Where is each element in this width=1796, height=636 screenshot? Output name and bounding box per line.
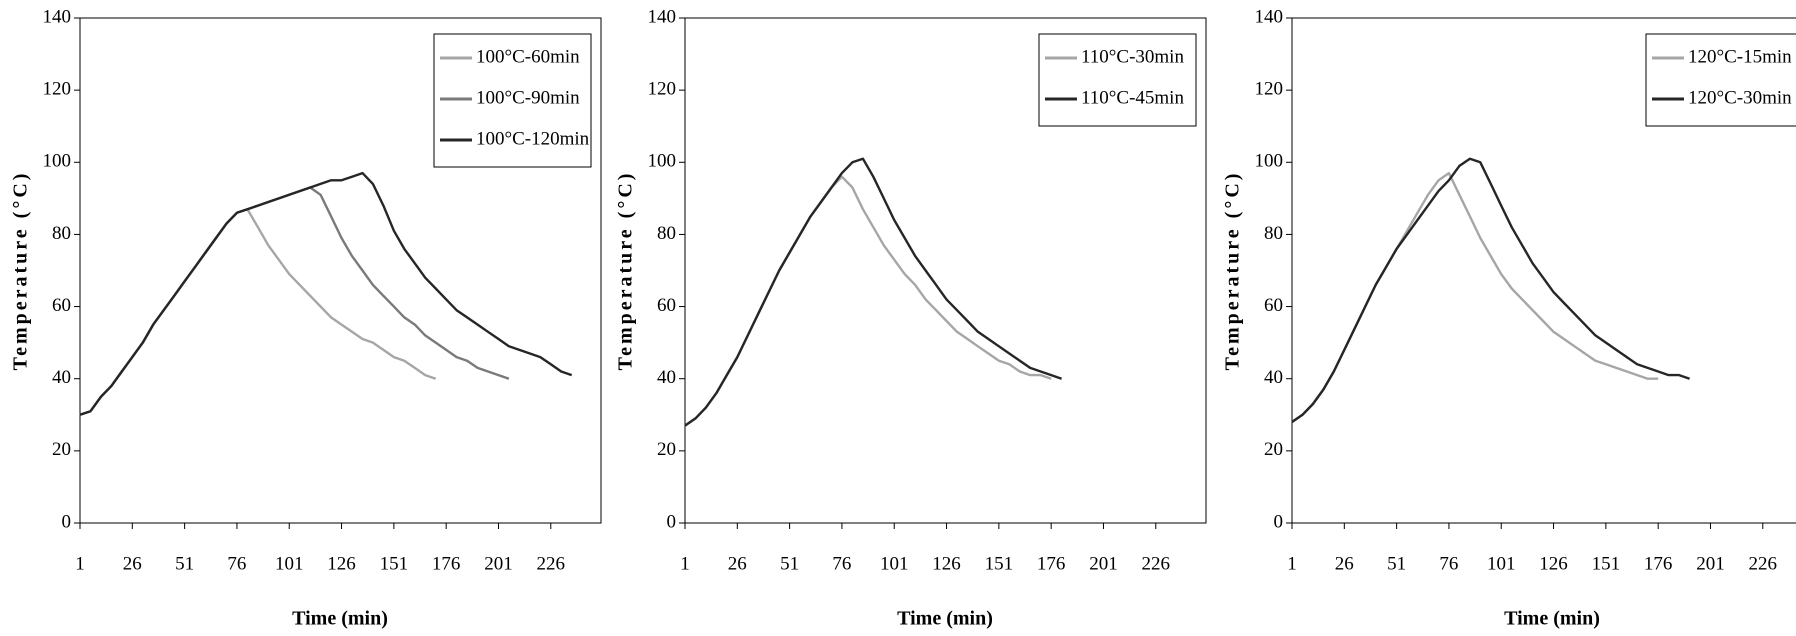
y-tick-label: 0 xyxy=(62,511,72,532)
y-tick-label: 140 xyxy=(43,6,72,27)
y-tick-label: 140 xyxy=(1255,6,1284,27)
y-tick-label: 120 xyxy=(43,79,72,100)
x-axis-title: Time (min) xyxy=(292,608,388,630)
x-tick-label: 126 xyxy=(1539,553,1568,574)
plot-frame xyxy=(684,17,1207,524)
x-tick-label: 76 xyxy=(832,553,851,574)
data-line xyxy=(79,171,573,416)
x-axis-title: Time (min) xyxy=(1504,608,1600,630)
x-tick-label: 51 xyxy=(780,553,799,574)
x-tick-label: 126 xyxy=(932,553,961,574)
x-tick-label: 226 xyxy=(537,553,566,574)
y-tick-label: 20 xyxy=(52,439,71,460)
y-tick-label: 80 xyxy=(657,223,676,244)
x-tick-label: 151 xyxy=(380,553,409,574)
x-tick-label: 76 xyxy=(1439,553,1458,574)
x-tick-label: 226 xyxy=(1142,553,1171,574)
x-tick-label: 176 xyxy=(1644,553,1673,574)
y-tick-label: 100 xyxy=(1255,151,1284,172)
y-tick-label: 100 xyxy=(648,151,677,172)
plot-frame xyxy=(79,17,602,524)
y-axis-title: Temperature (°C) xyxy=(1222,171,1244,371)
x-tick-label: 201 xyxy=(484,553,513,574)
legend-box xyxy=(1038,33,1197,127)
y-tick-label: 140 xyxy=(648,6,677,27)
y-tick-label: 80 xyxy=(1264,223,1283,244)
y-tick-label: 40 xyxy=(657,367,676,388)
x-tick-label: 201 xyxy=(1089,553,1118,574)
legend-label: 110°C-30min xyxy=(1081,46,1184,67)
data-line xyxy=(684,157,1062,427)
x-tick-label: 26 xyxy=(123,553,142,574)
y-tick-label: 40 xyxy=(1264,367,1283,388)
x-tick-label: 76 xyxy=(227,553,246,574)
x-tick-label: 51 xyxy=(1387,553,1406,574)
y-tick-label: 60 xyxy=(657,295,676,316)
x-tick-label: 126 xyxy=(327,553,356,574)
data-line xyxy=(79,208,437,416)
y-tick-label: 20 xyxy=(657,439,676,460)
data-line xyxy=(684,175,1052,427)
y-axis-title: Temperature (°C) xyxy=(615,171,637,371)
data-line xyxy=(79,186,510,416)
x-tick-label: 26 xyxy=(1335,553,1354,574)
y-tick-label: 0 xyxy=(667,511,677,532)
x-tick-label: 101 xyxy=(880,553,909,574)
legend-label: 120°C-15min xyxy=(1688,46,1792,67)
y-tick-label: 20 xyxy=(1264,439,1283,460)
x-tick-label: 151 xyxy=(985,553,1014,574)
y-tick-label: 60 xyxy=(1264,295,1283,316)
y-tick-label: 120 xyxy=(648,79,677,100)
y-tick-label: 80 xyxy=(52,223,71,244)
x-tick-label: 151 xyxy=(1592,553,1621,574)
legend-label: 100°C-90min xyxy=(476,87,580,108)
legend-label: 100°C-120min xyxy=(476,128,590,149)
data-line xyxy=(1291,157,1690,423)
y-axis-title: Temperature (°C) xyxy=(10,171,32,371)
x-tick-label: 176 xyxy=(1037,553,1066,574)
legend-box xyxy=(1645,33,1796,127)
x-tick-label: 226 xyxy=(1749,553,1778,574)
legend-label: 100°C-60min xyxy=(476,46,580,67)
x-axis-title: Time (min) xyxy=(897,608,993,630)
y-tick-label: 60 xyxy=(52,295,71,316)
x-tick-label: 51 xyxy=(175,553,194,574)
x-tick-label: 101 xyxy=(275,553,304,574)
x-tick-label: 26 xyxy=(728,553,747,574)
data-line xyxy=(1291,171,1659,423)
y-tick-label: 120 xyxy=(1255,79,1284,100)
legend-label: 110°C-45min xyxy=(1081,87,1184,108)
y-tick-label: 100 xyxy=(43,151,72,172)
y-tick-label: 0 xyxy=(1274,511,1284,532)
plot-frame xyxy=(1291,17,1796,524)
x-tick-label: 101 xyxy=(1487,553,1516,574)
y-tick-label: 40 xyxy=(52,367,71,388)
legend-label: 120°C-30min xyxy=(1688,87,1792,108)
x-tick-label: 201 xyxy=(1696,553,1725,574)
x-tick-label: 1 xyxy=(680,553,690,574)
x-tick-label: 176 xyxy=(432,553,461,574)
x-tick-label: 1 xyxy=(75,553,85,574)
x-tick-label: 1 xyxy=(1287,553,1297,574)
